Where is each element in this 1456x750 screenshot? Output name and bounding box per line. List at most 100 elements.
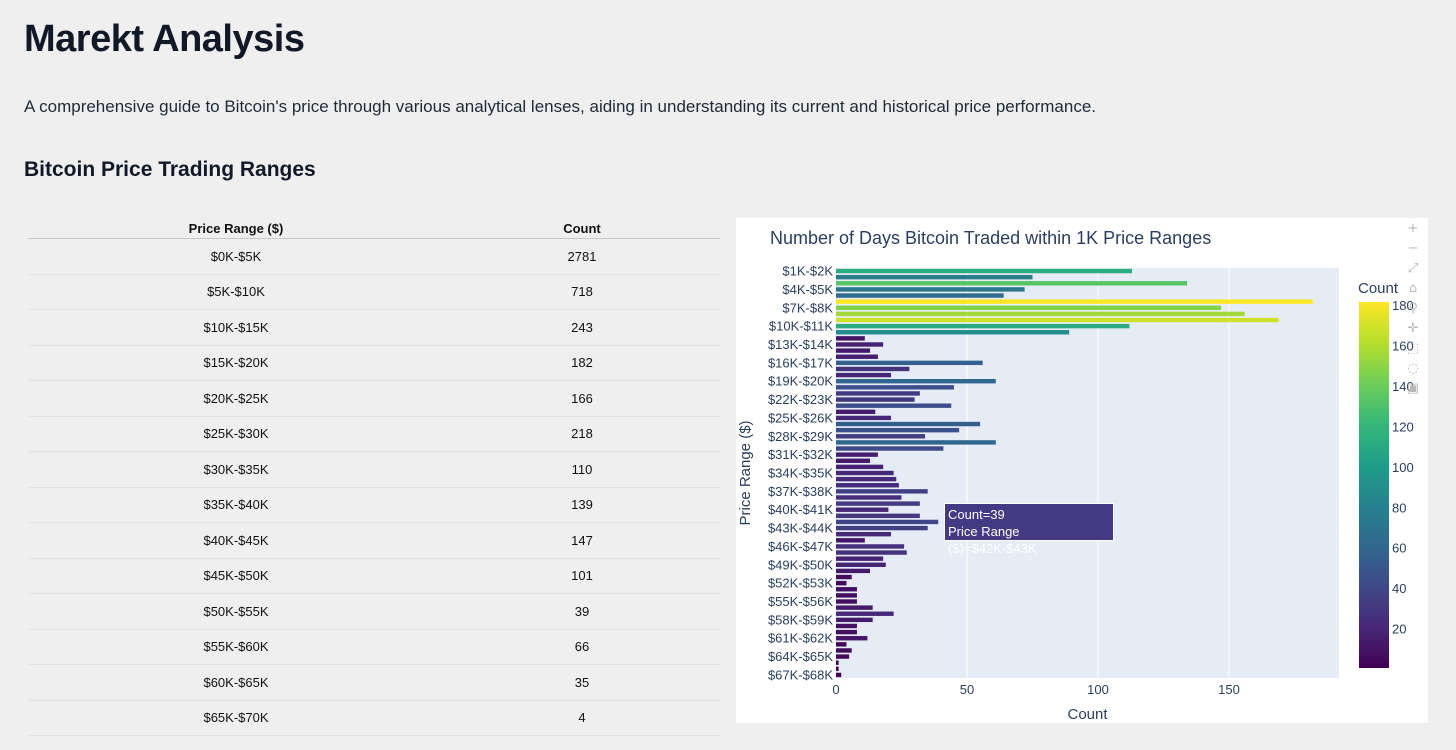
chart-bar[interactable] xyxy=(836,587,857,592)
chart-bar[interactable] xyxy=(836,544,905,549)
chart-bar[interactable] xyxy=(836,531,892,537)
chart-bar[interactable] xyxy=(836,427,960,433)
chart-bar[interactable] xyxy=(836,513,920,519)
chart-bar[interactable] xyxy=(836,397,915,402)
chart-bar[interactable] xyxy=(836,379,996,384)
chart-bar[interactable] xyxy=(836,476,897,482)
chart-bar[interactable] xyxy=(836,330,1070,335)
chart-bar[interactable] xyxy=(836,525,928,531)
price-range-cell: $30K-$35K xyxy=(28,451,444,488)
chart-bar[interactable] xyxy=(836,287,1025,292)
chart-bar[interactable] xyxy=(836,464,884,470)
chart-bar[interactable] xyxy=(836,268,1133,274)
chart-bar[interactable] xyxy=(836,599,857,604)
table-row: $0K-$5K 2781 xyxy=(28,238,720,275)
chart-bar[interactable] xyxy=(836,372,892,378)
chart-bar[interactable] xyxy=(836,305,1222,310)
x-tick-label: 100 xyxy=(1087,682,1109,697)
count-cell: 66 xyxy=(444,629,720,665)
chart-bar[interactable] xyxy=(836,611,894,616)
chart-bar[interactable] xyxy=(836,458,871,463)
y-tick-label: $55K-$56K xyxy=(768,594,833,609)
chart-bar[interactable] xyxy=(836,550,907,555)
chart-bar[interactable] xyxy=(836,470,894,476)
chart-bar[interactable] xyxy=(836,403,952,408)
chart-bar[interactable] xyxy=(836,617,873,623)
page-subtitle: A comprehensive guide to Bitcoin's price… xyxy=(24,97,1096,116)
y-tick-label: $67K-$68K xyxy=(768,667,833,682)
column-header-count: Count xyxy=(444,218,720,239)
chart-bar[interactable] xyxy=(836,556,884,561)
chart-bar[interactable] xyxy=(836,672,842,678)
chart-bar[interactable] xyxy=(836,489,928,494)
chart-bar[interactable] xyxy=(836,342,884,347)
price-range-cell: $0K-$5K xyxy=(28,238,444,275)
chart-bar[interactable] xyxy=(836,562,886,567)
chart-bar[interactable] xyxy=(836,348,871,353)
y-tick-label: $49K-$50K xyxy=(768,557,833,572)
lasso-icon[interactable]: ◌ xyxy=(1407,361,1419,376)
autoscale-icon[interactable]: ⤢ xyxy=(1407,261,1419,276)
chart-bar[interactable] xyxy=(836,293,1004,298)
chart-bar[interactable] xyxy=(836,360,983,366)
box-select-icon[interactable]: ⬚ xyxy=(1406,341,1420,356)
chart-bar[interactable] xyxy=(836,519,939,525)
price-range-cell: $45K-$50K xyxy=(28,558,444,594)
y-axis-title: Price Range ($) xyxy=(737,420,754,525)
chart-bar[interactable] xyxy=(836,593,857,598)
hover-tooltip-count: Count=39 xyxy=(948,507,1005,522)
chart-bar[interactable] xyxy=(836,660,839,665)
chart-bar[interactable] xyxy=(836,642,847,647)
chart-bar[interactable] xyxy=(836,421,981,427)
chart-bar[interactable] xyxy=(836,415,892,421)
chart-bar[interactable] xyxy=(836,636,868,641)
chart-bar[interactable] xyxy=(836,391,920,396)
chart-bar[interactable] xyxy=(836,409,876,415)
chart-bar[interactable] xyxy=(836,366,910,372)
table-row: $65K-$70K 4 xyxy=(28,700,720,736)
chart-bar[interactable] xyxy=(836,580,847,586)
table-header-row: Price Range ($) Count xyxy=(28,218,720,239)
chart-bar[interactable] xyxy=(836,446,944,451)
chart-bar[interactable] xyxy=(836,483,899,488)
chart-bar[interactable] xyxy=(836,605,873,610)
bar-chart[interactable]: 0 50 100 150 $1K-$2K $4K-$5K $7K-$8K $10K-$11K $… xyxy=(736,218,1428,723)
chart-bar[interactable] xyxy=(836,299,1313,304)
chart-bar[interactable] xyxy=(836,666,839,672)
chart-bar[interactable] xyxy=(836,434,926,439)
chart-bar[interactable] xyxy=(836,495,902,500)
chart-bar[interactable] xyxy=(836,274,1033,280)
chart-bar[interactable] xyxy=(836,440,996,445)
chart-bar[interactable] xyxy=(836,629,857,635)
x-tick-label: 150 xyxy=(1218,682,1240,697)
chart-bar[interactable] xyxy=(836,648,852,653)
zoom-out-icon[interactable]: − xyxy=(1407,241,1419,256)
chart-bar[interactable] xyxy=(836,281,1188,286)
chart-bar[interactable] xyxy=(836,654,850,659)
count-cell: 182 xyxy=(444,345,720,381)
chart-bar[interactable] xyxy=(836,507,889,512)
chart-bar[interactable] xyxy=(836,452,878,457)
camera-icon[interactable]: ▣ xyxy=(1406,381,1420,396)
chart-bar[interactable] xyxy=(836,336,865,341)
chart-bar[interactable] xyxy=(836,311,1245,317)
table-row: $55K-$60K 66 xyxy=(28,629,720,665)
chart-bar[interactable] xyxy=(836,385,954,390)
chart-bar[interactable] xyxy=(836,323,1130,329)
chart-bar[interactable] xyxy=(836,501,920,506)
price-range-table: Price Range ($) Count $0K-$5K 2781 $5K-$10… xyxy=(28,218,720,736)
table-row: $40K-$45K 147 xyxy=(28,522,720,559)
chart-bar[interactable] xyxy=(836,623,857,629)
y-tick-label: $46K-$47K xyxy=(768,539,833,554)
chart-bar[interactable] xyxy=(836,354,878,359)
pan-icon[interactable]: ✛ xyxy=(1407,321,1419,336)
zoom-icon[interactable]: ⚲ xyxy=(1408,301,1418,316)
chart-bar[interactable] xyxy=(836,574,852,580)
section-heading: Bitcoin Price Trading Ranges xyxy=(24,158,316,181)
chart-bar[interactable] xyxy=(836,538,865,543)
chart-bar[interactable] xyxy=(836,317,1279,323)
zoom-in-icon[interactable]: + xyxy=(1407,221,1419,236)
table-row: $15K-$20K 182 xyxy=(28,345,720,381)
chart-bar[interactable] xyxy=(836,568,871,574)
home-icon[interactable]: ⌂ xyxy=(1408,281,1418,296)
